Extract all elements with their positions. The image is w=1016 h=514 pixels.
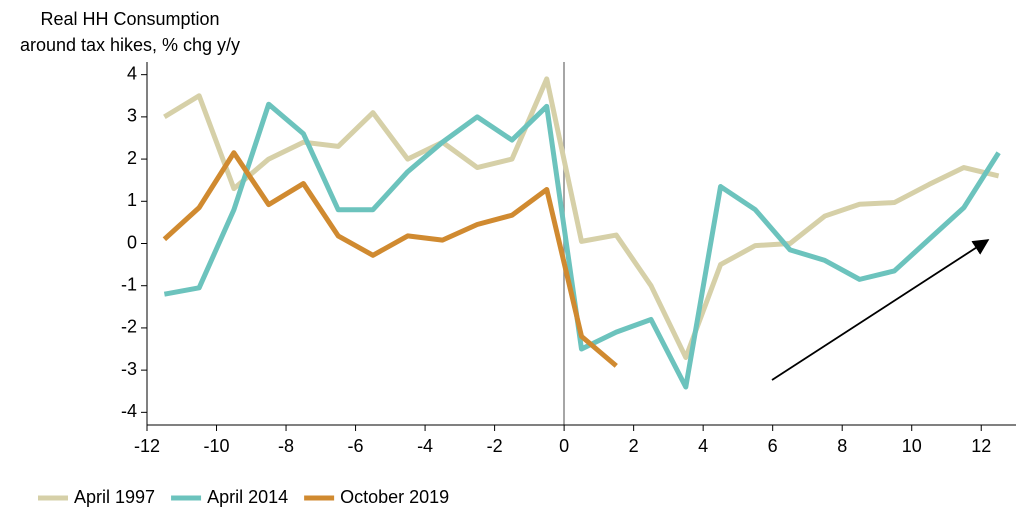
y-tick-label: -4 <box>121 401 137 421</box>
chart-title: Real HH Consumption <box>40 9 219 29</box>
y-tick-label: -1 <box>121 274 137 294</box>
x-tick-label: -4 <box>417 436 433 456</box>
x-tick-label: 0 <box>559 436 569 456</box>
series-line <box>162 150 618 368</box>
x-tick-label: 12 <box>971 436 991 456</box>
series-line <box>163 101 1001 390</box>
legend-label: April 1997 <box>74 487 155 507</box>
y-tick-label: 2 <box>127 148 137 168</box>
chart-title: around tax hikes, % chg y/y <box>20 35 240 55</box>
x-tick-label: 4 <box>698 436 708 456</box>
x-tick-label: 10 <box>902 436 922 456</box>
x-tick-label: 2 <box>629 436 639 456</box>
x-tick-label: -12 <box>134 436 160 456</box>
legend-label: October 2019 <box>340 487 449 507</box>
y-tick-label: 3 <box>127 106 137 126</box>
x-tick-label: 8 <box>837 436 847 456</box>
x-tick-label: -6 <box>348 436 364 456</box>
y-tick-label: 1 <box>127 190 137 210</box>
legend-label: April 2014 <box>207 487 288 507</box>
y-tick-label: -2 <box>121 317 137 337</box>
x-tick-label: -10 <box>204 436 230 456</box>
x-tick-label: 6 <box>768 436 778 456</box>
y-tick-label: 4 <box>127 63 137 83</box>
trend-arrow <box>771 239 990 381</box>
y-tick-label: -3 <box>121 359 137 379</box>
x-tick-label: -2 <box>487 436 503 456</box>
y-tick-label: 0 <box>127 232 137 252</box>
x-tick-label: -8 <box>278 436 294 456</box>
series-line <box>163 76 1000 360</box>
